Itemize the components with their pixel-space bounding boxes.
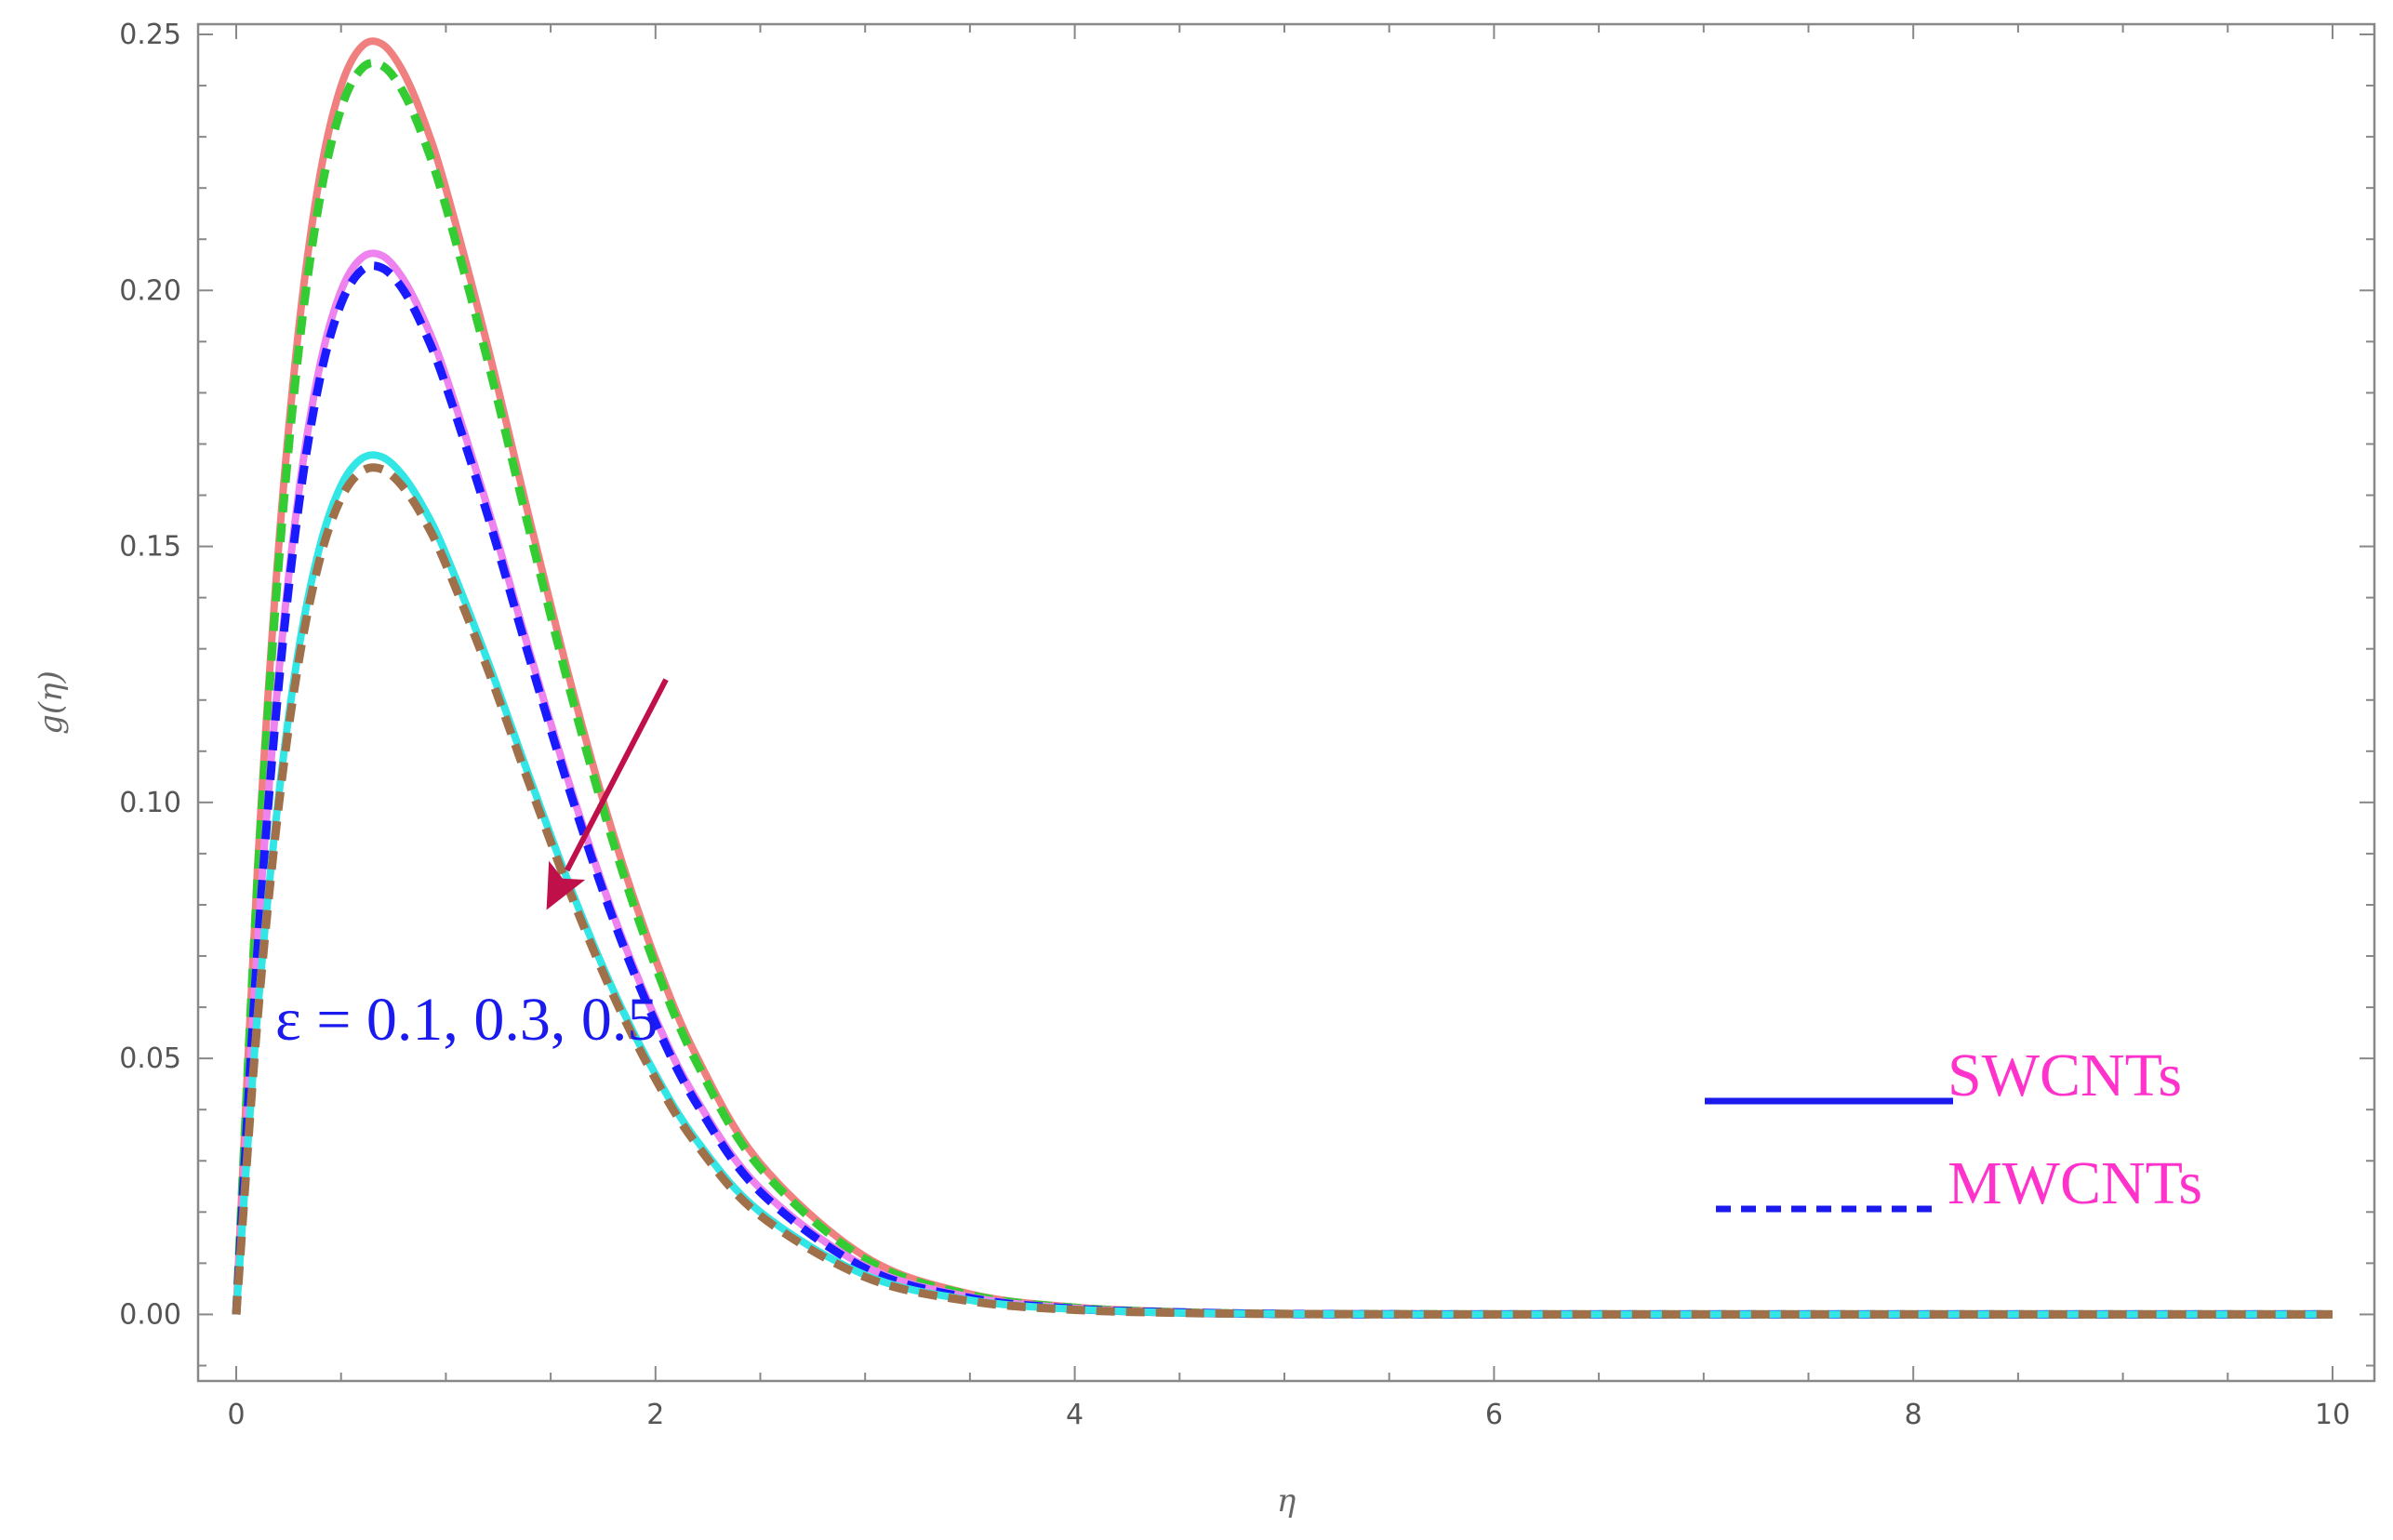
- y-tick-label: 0.05: [119, 1042, 181, 1075]
- series-line-6: [232, 463, 2333, 1319]
- y-tick-label: 0.20: [119, 274, 181, 307]
- x-tick-label: 2: [646, 1399, 664, 1431]
- legend-label-mwcnts: MWCNTs: [1948, 1149, 2202, 1217]
- arrow-head: [546, 860, 586, 910]
- x-tick-label: 0: [227, 1399, 245, 1431]
- axis-ticks: [198, 24, 2374, 1381]
- legend: SWCNTs MWCNTs: [1705, 1042, 2202, 1217]
- tick-labels: 0 2 4 6 8 10 0.00 0.05 0.10 0.15 0.20 0.25: [119, 19, 2350, 1431]
- x-tick-label: 6: [1485, 1399, 1503, 1431]
- x-tick-label: 10: [2315, 1399, 2350, 1431]
- trend-arrow: [546, 678, 669, 910]
- x-axis-label: η: [1277, 1482, 1296, 1520]
- y-tick-label: 0.10: [119, 787, 181, 819]
- epsilon-annotation: ε = 0.1, 0.3, 0.5: [275, 986, 658, 1054]
- legend-label-swcnts: SWCNTs: [1948, 1042, 2182, 1109]
- y-tick-label: 0.15: [119, 531, 181, 564]
- series-line-4: [232, 261, 2333, 1319]
- series-group: [232, 37, 2333, 1319]
- x-tick-label: 8: [1905, 1399, 1922, 1431]
- x-tick-label: 4: [1066, 1399, 1083, 1431]
- y-tick-label: 0.25: [119, 19, 181, 51]
- y-axis-label: g(η): [33, 670, 70, 735]
- arrow-shaft: [565, 678, 669, 872]
- y-tick-label: 0.00: [119, 1298, 181, 1331]
- plot-frame: [196, 22, 2376, 1383]
